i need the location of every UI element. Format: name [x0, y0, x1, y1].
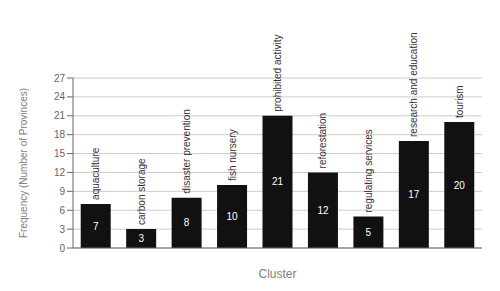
svg-text:reforestation: reforestation [317, 113, 328, 169]
svg-text:15: 15 [54, 148, 66, 159]
svg-text:Frequency (Number of Provinces: Frequency (Number of Provinces) [18, 88, 29, 238]
svg-text:research and education: research and education [408, 32, 419, 137]
svg-text:3: 3 [138, 233, 144, 244]
svg-text:12: 12 [54, 167, 66, 178]
svg-text:27: 27 [54, 73, 66, 84]
svg-text:tourism: tourism [454, 85, 465, 118]
svg-text:20: 20 [454, 180, 466, 191]
svg-text:9: 9 [59, 186, 65, 197]
svg-text:8: 8 [184, 217, 190, 228]
svg-text:disaster prevention: disaster prevention [181, 109, 192, 194]
svg-text:17: 17 [408, 189, 420, 200]
svg-text:regulating services: regulating services [363, 129, 374, 212]
svg-text:carbon storage: carbon storage [136, 158, 147, 225]
svg-text:aquaculture: aquaculture [90, 147, 101, 200]
svg-text:5: 5 [366, 227, 372, 238]
svg-text:Cluster: Cluster [258, 267, 296, 281]
svg-text:21: 21 [54, 110, 66, 121]
svg-text:prohibited activity: prohibited activity [272, 35, 283, 112]
svg-text:7: 7 [93, 221, 99, 232]
svg-text:6: 6 [59, 205, 65, 216]
svg-text:12: 12 [317, 205, 329, 216]
svg-text:3: 3 [59, 224, 65, 235]
svg-text:0: 0 [59, 243, 65, 254]
svg-text:21: 21 [272, 176, 284, 187]
svg-text:24: 24 [54, 91, 66, 102]
svg-text:18: 18 [54, 129, 66, 140]
svg-text:fish nursery: fish nursery [227, 129, 238, 181]
svg-text:10: 10 [226, 211, 238, 222]
